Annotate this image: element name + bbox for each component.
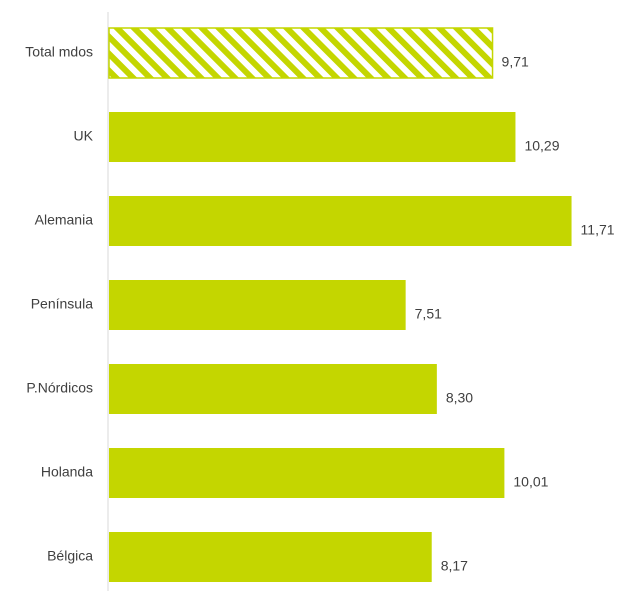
bar-1 <box>109 112 516 162</box>
bar-0 <box>108 27 494 79</box>
bars-group <box>108 27 572 582</box>
category-label-0: Total mdos <box>25 44 93 60</box>
category-label-6: Bélgica <box>47 548 93 564</box>
bar-4 <box>109 364 437 414</box>
category-label-2: Alemania <box>35 212 94 228</box>
value-label-3: 7,51 <box>415 306 442 322</box>
category-label-1: UK <box>74 128 94 144</box>
category-label-3: Península <box>31 296 93 312</box>
category-labels-group: Total mdos UK Alemania Península P.Nórdicos H… <box>25 44 93 564</box>
bar-6 <box>109 532 432 582</box>
value-label-1: 10,29 <box>524 138 559 154</box>
value-label-2: 11,71 <box>581 222 615 238</box>
value-label-0: 9,71 <box>502 54 529 70</box>
value-label-6: 8,17 <box>441 558 468 574</box>
value-labels-group: 9,71 10,29 11,71 7,51 8,30 10,01 8,17 <box>415 54 615 574</box>
value-label-4: 8,30 <box>446 390 473 406</box>
bar-5 <box>109 448 505 498</box>
bar-3 <box>109 280 406 330</box>
category-label-5: Holanda <box>41 464 93 480</box>
bar-2 <box>109 196 572 246</box>
value-label-5: 10,01 <box>513 474 548 490</box>
category-label-4: P.Nórdicos <box>26 380 93 396</box>
